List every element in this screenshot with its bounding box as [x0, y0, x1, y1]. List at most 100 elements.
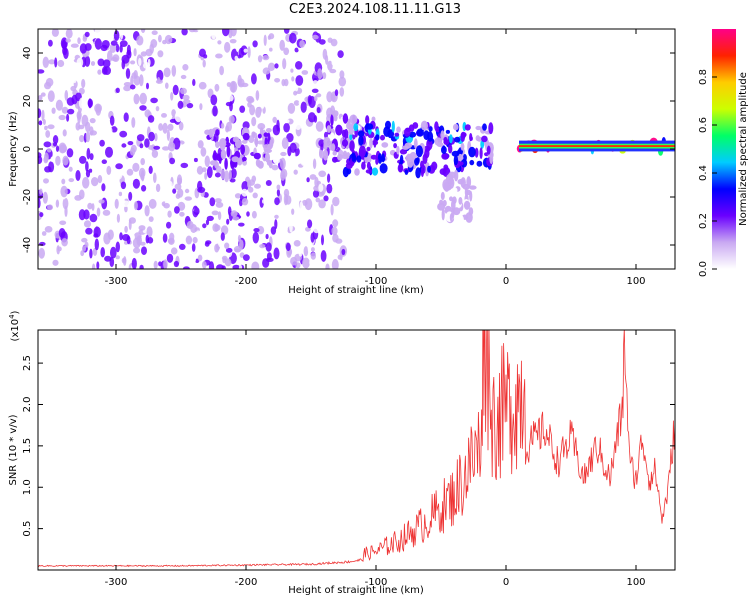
spectrogram-cell [153, 260, 158, 269]
spectrogram-cell [224, 157, 228, 170]
spectrogram-cell [333, 171, 340, 179]
spectrogram-cell [53, 82, 57, 92]
spectrogram-cell [68, 166, 73, 172]
spectrogram-cell [93, 226, 101, 238]
spectrogram-cell [251, 73, 257, 85]
spectrogram-cell [354, 168, 360, 176]
spectrogram-cell [150, 97, 158, 104]
spectrogram-cell [247, 180, 252, 189]
spectrogram-cell [182, 64, 189, 71]
spectrogram-cell [327, 173, 331, 183]
spectrogram-cell [234, 193, 242, 199]
spectrogram-cell [443, 136, 448, 144]
spectrogram-cell [289, 32, 297, 44]
spectrogram-cell [136, 134, 145, 142]
spectrogram-cell [127, 141, 134, 146]
spectrogram-cell [65, 38, 71, 43]
spectrogram-cell [241, 181, 249, 192]
spectrogram-cell [90, 61, 96, 66]
spectrogram-cell [224, 170, 230, 183]
spectrogram-cell [114, 144, 119, 154]
spectrogram-cell [59, 220, 67, 226]
spectrogram-cell [85, 227, 93, 235]
spectrogram-cell [286, 133, 294, 143]
spectrogram-cell [180, 87, 187, 95]
spectrogram-cell [138, 167, 146, 178]
spectrogram-cell [89, 213, 98, 223]
spectrogram-cell [243, 48, 248, 53]
spectrogram-cell [103, 232, 111, 245]
spectrogram-cell [176, 51, 185, 59]
spectrogram-cell [139, 143, 144, 149]
spectrogram-cell [97, 69, 102, 75]
spectrogram-cell [302, 257, 310, 269]
spectrogram-cell [330, 132, 335, 140]
spectrogram-cell [375, 157, 379, 165]
spectrogram-cell [315, 121, 324, 132]
spectrogram-cell [123, 82, 132, 87]
spectrogram-cell [74, 184, 78, 196]
spectrogram-cell [210, 94, 218, 106]
spectrogram-cell [109, 84, 115, 92]
spectrogram-cell [114, 116, 121, 124]
spectrogram-cell [91, 177, 99, 187]
spectrogram-cell [273, 247, 280, 260]
spectrogram-cell [241, 188, 248, 197]
spectrogram-cell [219, 65, 225, 76]
spectrogram-cell [464, 187, 468, 197]
spectrogram-cells [38, 29, 675, 269]
spectrogram-cell [182, 266, 190, 269]
spectrogram-cell [311, 88, 319, 94]
spectrogram-cell [288, 214, 296, 220]
spectrogram-cell [198, 81, 207, 90]
spectrogram-cell [263, 132, 269, 137]
spectrogram-cell [332, 110, 339, 117]
spectrogram-cell [422, 153, 428, 165]
spectrogram-cell [481, 135, 488, 143]
spectrogram-cell [38, 247, 45, 259]
spectrogram-cell [270, 226, 277, 235]
spectrogram-cell [214, 198, 222, 203]
spectrogram-cell [276, 189, 280, 197]
spectrogram-cell [413, 138, 418, 149]
spectrogram-cell [226, 145, 231, 158]
spectrogram-cell [326, 91, 333, 103]
spectrogram-cell [237, 54, 241, 59]
spectrogram-cell [214, 161, 219, 169]
spectrogram-cell [146, 226, 153, 238]
spectrogram-cell [95, 104, 102, 116]
spectrogram-cell [78, 87, 85, 95]
spectrogram-cell [262, 67, 271, 75]
spectrogram-cell [44, 226, 53, 233]
spectrogram-cell [58, 228, 66, 238]
spectrogram-cell [454, 136, 461, 143]
spectrogram-cell [105, 146, 113, 158]
spectrogram-cell [132, 162, 140, 172]
spectrogram-cell [199, 48, 206, 57]
spectrogram-cell [182, 94, 190, 101]
spectrogram-cell [285, 242, 291, 252]
spectrogram-cell [170, 91, 174, 101]
spectrogram-cell [262, 55, 270, 61]
spectrogram-cell [173, 260, 179, 268]
spectrogram-cell [202, 59, 206, 68]
spectrogram-cell [229, 71, 237, 77]
spectrogram-cell [294, 47, 299, 53]
spectrogram-cell [120, 181, 127, 190]
spectrogram-cell [46, 103, 51, 111]
spectrogram-cell [144, 255, 151, 262]
spectrogram-cell [226, 218, 230, 225]
spectrogram-cell [323, 195, 329, 202]
spectrogram-cell [126, 235, 131, 245]
spectrogram-cell [61, 106, 69, 114]
spectrogram-cell [192, 236, 198, 244]
spectrogram-cell [315, 197, 321, 203]
spectrogram-cell [475, 125, 482, 131]
spectrogram-cell [68, 178, 75, 183]
spectrogram-cell [393, 143, 397, 149]
spectrogram-cell [211, 210, 219, 216]
spectrogram-cell [242, 121, 250, 130]
spectrogram-cell [272, 124, 281, 136]
spectrogram-cell [247, 46, 251, 59]
spectrogram-cell [179, 243, 186, 250]
